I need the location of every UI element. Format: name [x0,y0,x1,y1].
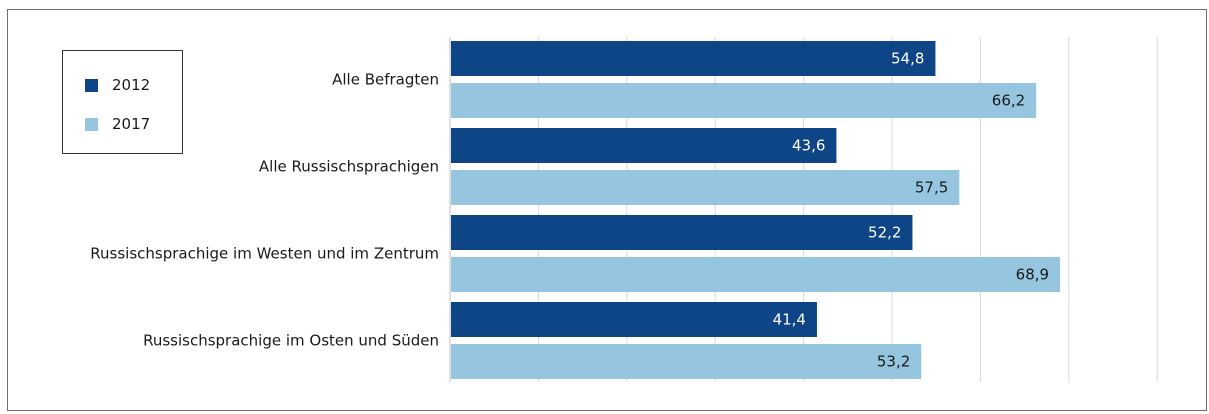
category-label: Alle Befragten [332,71,439,89]
data-label-2012-2: 52,2 [868,224,901,242]
bar-2017-2 [451,257,1061,292]
data-label-2017-0: 66,2 [992,92,1025,110]
data-label-2017-2: 68,9 [1016,266,1049,284]
data-label-2012-1: 43,6 [792,137,825,155]
data-label-2017-1: 57,5 [915,179,948,197]
chart-frame: Alle Befragten 54,8 66,2 Alle Russischsprac… [7,9,1207,411]
legend: 2012 2017 [62,50,183,154]
data-label-2012-0: 54,8 [891,50,924,68]
legend-swatch-2017 [85,117,98,131]
legend-item-2017: 2017 [85,114,150,134]
bar-2017-3 [451,344,922,379]
bar-chart: Alle Befragten 54,8 66,2 Alle Russischsprac… [90,37,1158,382]
bar-2012-0 [451,41,936,76]
category-label: Russischsprachige im Osten und Süden [143,332,439,350]
data-label-2012-3: 41,4 [773,311,806,329]
category-label: Alle Russischsprachigen [259,158,439,176]
legend-swatch-2012 [85,78,98,92]
bar-2012-2 [451,215,913,250]
category-label: Russischsprachige im Westen und im Zentr… [90,245,439,263]
bar-2017-0 [451,83,1037,118]
bar-2012-3 [451,302,817,337]
legend-label-2012: 2012 [112,76,151,94]
legend-label-2017: 2017 [112,115,151,133]
bar-2012-1 [451,128,837,163]
data-label-2017-3: 53,2 [877,353,910,371]
legend-item-2012: 2012 [85,75,150,95]
bar-2017-1 [451,170,960,205]
